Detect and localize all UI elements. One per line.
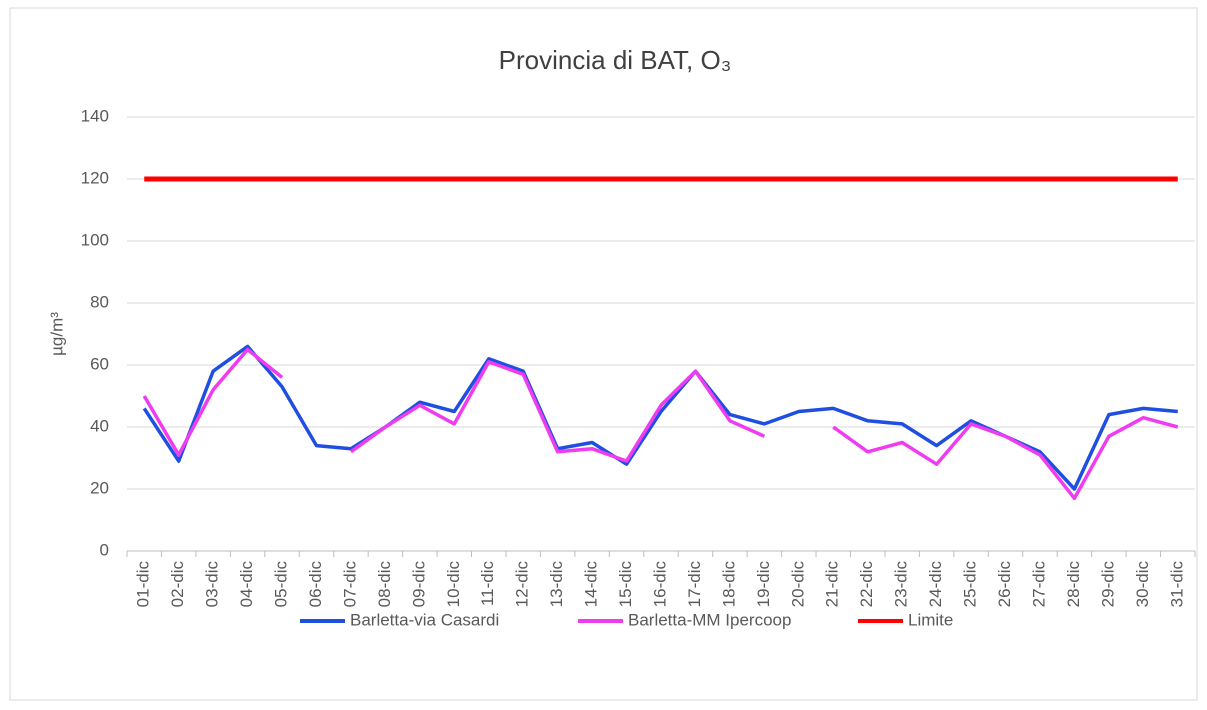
y-tick-label: 120 (81, 168, 109, 187)
x-tick-label: 05-dic (272, 561, 291, 608)
x-tick-label: 20-dic (788, 561, 807, 608)
x-tick-label: 04-dic (237, 561, 256, 608)
line-series (142, 347, 1179, 501)
x-tick-label: 13-dic (547, 561, 566, 608)
x-tick-label: 29-dic (1098, 561, 1117, 608)
x-tick-label: 22-dic (857, 561, 876, 608)
x-tick-label: 07-dic (340, 561, 359, 608)
x-tick-label: 16-dic (650, 561, 669, 608)
x-tick-label: 24-dic (926, 561, 945, 608)
x-tick-label: 31-dic (1167, 561, 1186, 608)
x-tick-label: 03-dic (203, 561, 222, 608)
y-tick-label: 0 (100, 540, 109, 559)
x-tick-label: 09-dic (409, 561, 428, 608)
x-tick-label: 12-dic (513, 561, 532, 608)
chart-frame (9, 7, 1198, 701)
x-tick-label: 15-dic (616, 561, 635, 608)
y-tick-label: 80 (90, 292, 109, 311)
legend-label: Barletta-via Casardi (350, 610, 499, 629)
x-tick-label: 11-dic (478, 561, 497, 607)
x-tick-label: 23-dic (892, 561, 911, 608)
x-tick-label: 10-dic (444, 561, 463, 608)
x-tick-label: 28-dic (1064, 561, 1083, 608)
x-tick-label: 21-dic (823, 561, 842, 608)
y-tick-label: 100 (81, 230, 109, 249)
x-tick-label: 19-dic (754, 561, 773, 608)
x-tick-label: 27-dic (1029, 561, 1048, 608)
chart-title: Provincia di BAT, O₃ (499, 45, 732, 75)
y-axis-label: µg/m³ (47, 312, 66, 356)
x-tick-label: 17-dic (685, 561, 704, 608)
x-tick-label: 18-dic (719, 561, 738, 608)
x-tick-label: 06-dic (306, 561, 325, 608)
x-tick-label: 25-dic (961, 561, 980, 608)
x-tick-label: 02-dic (168, 561, 187, 608)
x-tick-label: 26-dic (995, 561, 1014, 608)
y-tick-label: 60 (90, 354, 109, 373)
x-tick-label: 08-dic (375, 561, 394, 608)
x-tick-label: 14-dic (582, 561, 601, 608)
y-tick-label: 20 (90, 478, 109, 497)
x-tick-label: 30-dic (1133, 561, 1152, 608)
legend-label: Barletta-MM Ipercoop (628, 610, 791, 629)
legend-label: Limite (908, 610, 953, 629)
x-tick-label: 01-dic (134, 561, 153, 608)
y-tick-label: 140 (81, 106, 109, 125)
y-tick-label: 40 (90, 416, 109, 435)
